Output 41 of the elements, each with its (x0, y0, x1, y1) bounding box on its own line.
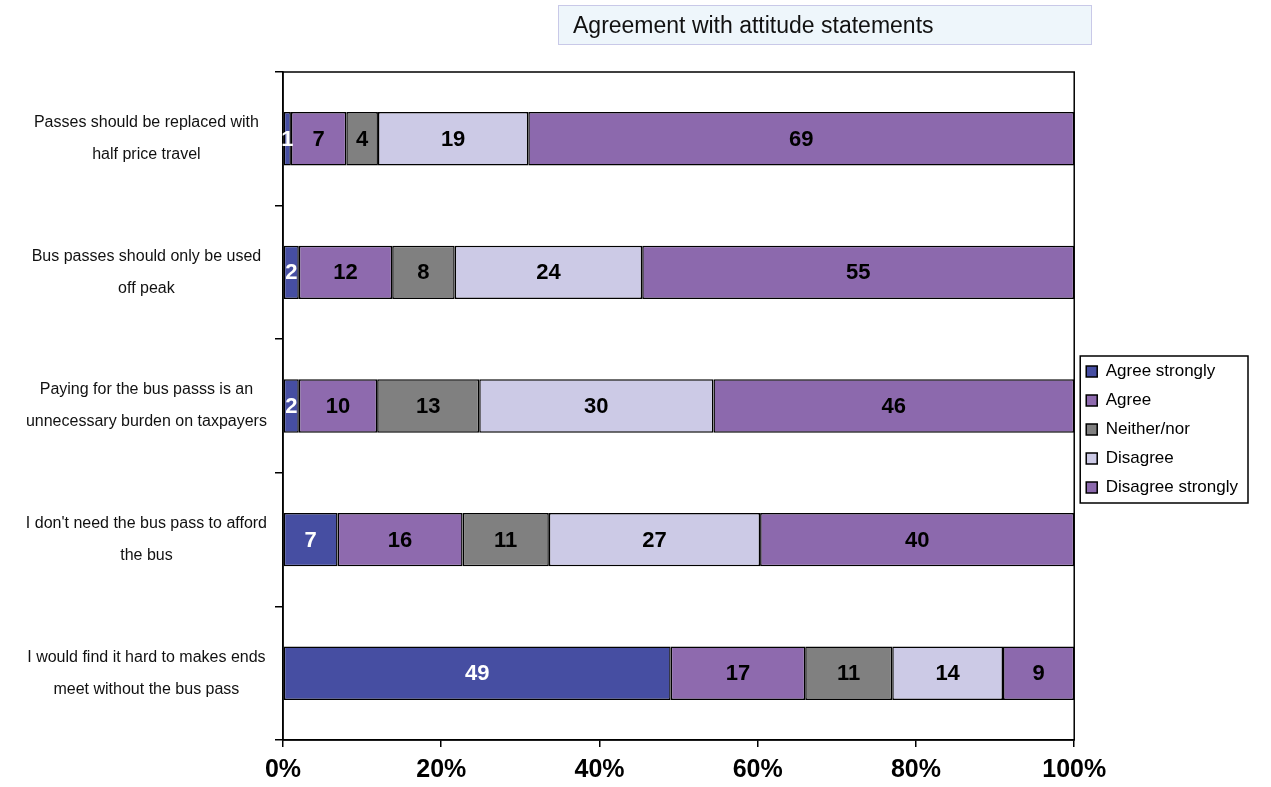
data-label: 69 (789, 125, 814, 151)
data-label: 7 (304, 526, 317, 552)
data-label: 17 (725, 660, 751, 686)
x-tick-label: 60% (732, 753, 783, 782)
data-label: 11 (837, 660, 861, 686)
data-label: 8 (417, 259, 430, 285)
data-label: 4 (356, 125, 369, 151)
x-tick-label: 0% (264, 753, 302, 782)
data-label: 11 (494, 526, 518, 552)
data-label: 27 (642, 526, 667, 552)
x-tick-label: 20% (416, 753, 467, 782)
data-label: 30 (584, 393, 609, 419)
y-tick-label: Bus passes should only be used off peak (31, 246, 262, 296)
legend-label: Agree (1105, 390, 1152, 410)
data-label: 24 (536, 259, 562, 285)
x-tick-label: 100% (1042, 753, 1107, 782)
legend-label: Neither/nor (1105, 419, 1191, 439)
x-tick-label: 40% (574, 753, 625, 782)
data-label: 13 (415, 393, 441, 419)
data-label: 46 (881, 393, 907, 419)
data-label: 40 (904, 526, 930, 552)
legend-label: Disagree (1105, 448, 1174, 468)
data-label: 10 (325, 393, 351, 419)
data-label: 55 (845, 259, 871, 285)
y-tick-label: Passes should be replaced with half price travel (33, 113, 259, 163)
data-label: 2 (285, 259, 298, 285)
data-label: 12 (333, 259, 358, 285)
legend-label: Agree strongly (1105, 361, 1216, 381)
y-tick-label: I don't need the bus pass to afford the bus (25, 514, 267, 564)
x-tick-label: 80% (890, 753, 941, 782)
data-label: 2 (285, 393, 298, 419)
y-tick-label: I would find it hard to makes ends meet without the bus pass (27, 647, 266, 697)
data-label: 49 (464, 660, 490, 686)
data-label: 7 (312, 125, 325, 151)
data-label: 16 (387, 526, 413, 552)
legend-label: Disagree strongly (1105, 477, 1239, 497)
data-label: 19 (440, 125, 466, 151)
data-label: 14 (935, 660, 961, 686)
y-tick-label: Paying for the bus passs is an unnecessary burden on taxpayers (25, 380, 267, 430)
chart-title: Agreement with attitude statements (558, 5, 1092, 45)
data-label: 9 (1032, 660, 1045, 686)
